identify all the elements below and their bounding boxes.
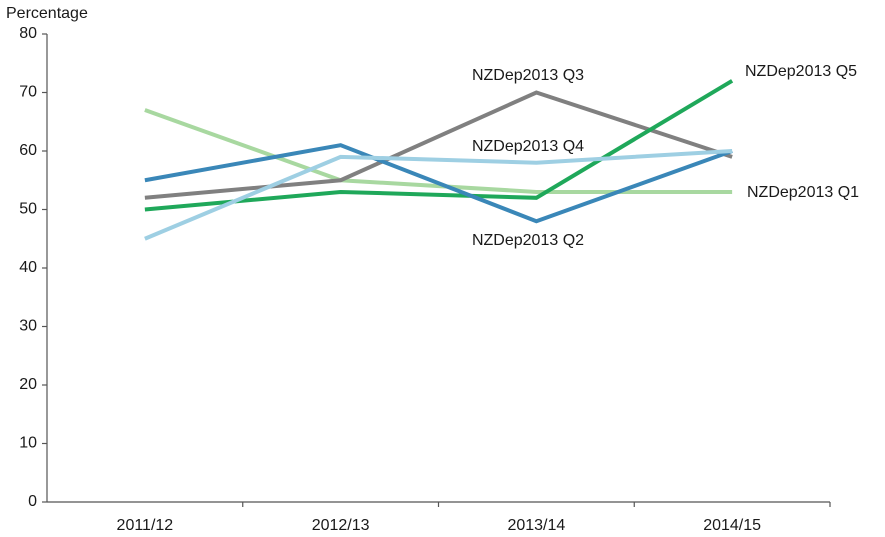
y-tick-label: 0: [28, 493, 37, 510]
x-tick-label: 2013/14: [507, 517, 565, 534]
y-tick-label: 70: [19, 84, 37, 101]
y-tick-label: 10: [19, 435, 37, 452]
x-tick-label: 2014/15: [703, 517, 761, 534]
series-label: NZDep2013 Q5: [745, 63, 857, 80]
y-tick-label: 20: [19, 376, 37, 393]
series-label: NZDep2013 Q4: [472, 138, 584, 155]
x-tick-label: 2011/12: [117, 517, 174, 534]
y-tick-label: 80: [19, 25, 37, 42]
y-tick-label: 40: [19, 259, 37, 276]
series-line: [144, 143, 733, 224]
y-axis-label: Percentage: [6, 5, 88, 22]
series-label: NZDep2013 Q1: [747, 184, 859, 201]
y-tick-label: 60: [19, 142, 37, 159]
series-label: NZDep2013 Q3: [472, 67, 584, 84]
series-line: [144, 79, 734, 212]
y-tick-label: 50: [19, 201, 37, 218]
series-line: [144, 108, 733, 194]
series-label: NZDep2013 Q2: [472, 232, 584, 249]
y-tick-label: 30: [19, 318, 37, 335]
x-tick-label: 2012/13: [312, 517, 370, 534]
series-line: [144, 90, 733, 200]
series-line: [144, 149, 733, 241]
